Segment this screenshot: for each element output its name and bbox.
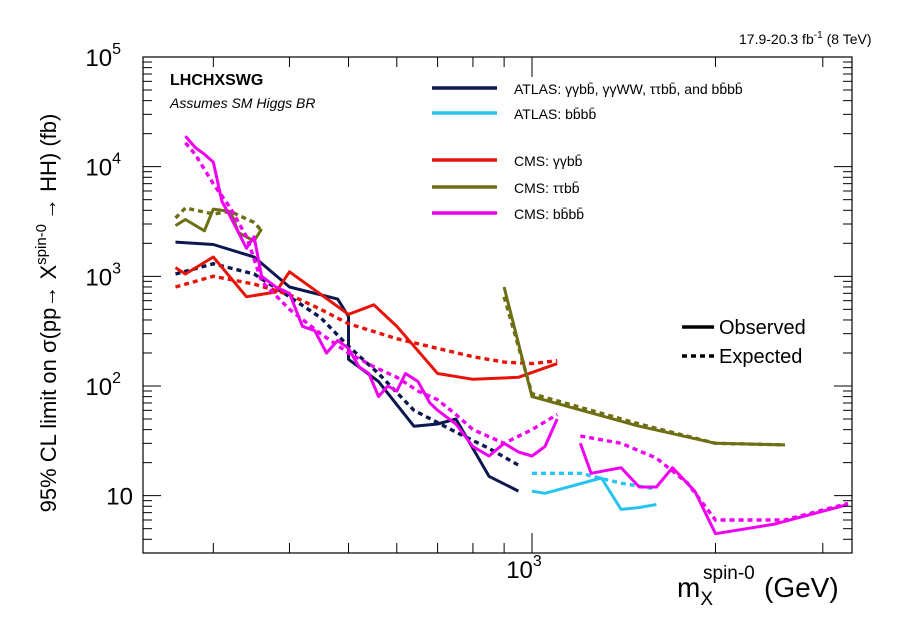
y-tick-label: 104 [85,151,121,182]
axis-ticks: 105 104 103 102 10 103 [85,41,852,584]
ylabel-sup: spin-0 [33,224,50,265]
series-layer [174,135,849,536]
y-tick-label: 103 [85,260,121,291]
y-axis-label: 95% CL limit on σ(pp→ Xspin-0 → HH) (fb) [33,114,61,513]
chart-subtitle: Assumes SM Higgs BR [169,95,315,111]
series-observed-line [531,476,657,511]
series-expected-line [184,141,559,446]
svg-text:95% CL limit on σ(pp→ Xspin-0→: 95% CL limit on σ(pp→ Xspin-0 → HH) (fb) [33,114,61,513]
y-tick-label: 10 [106,484,133,511]
series-expected-line [174,206,263,232]
xlabel-sup: spin-0 [703,563,755,584]
series-observed-line [174,255,558,381]
legend-label: ATLAS: γγbb̄, γγWW, ττbb̄, and bb̄bb̄ [514,81,743,97]
style-legend-label: Observed [719,317,806,339]
x-tick-label: 103 [506,553,542,584]
series-observed-line [184,135,559,458]
lumi-energy: (8 TeV) [827,31,872,47]
svg-text:mX: mX [677,572,713,610]
legend-label: CMS: bb̄bb̄ [514,206,584,222]
legend-label: CMS: ττbb̄ [514,180,580,196]
svg-text:17.9-20.3 fb-1(8 TeV): 17.9-20.3 fb-1 (8 TeV) [739,30,872,47]
xlabel-unit: (GeV) [764,572,839,603]
lumi-sup: -1 [814,30,823,41]
series-observed-line [175,240,520,493]
x-axis-label: mX spin-0 (GeV) [677,563,839,610]
line-style-legend: Observed Expected [682,317,806,368]
xlabel-sub: X [700,589,713,610]
ylabel-main: 95% CL limit on σ(pp→ X [36,265,61,513]
series-expected-line [175,274,558,366]
plot-border [142,56,853,554]
plot-frame [142,56,853,554]
lumi-text: 17.9-20.3 fb [739,31,814,47]
legend-label: ATLAS: bb̄bb̄ [514,106,596,122]
style-legend-label: Expected [719,346,802,368]
chart-title: LHCHXSWG [170,72,263,89]
legend: ATLAS: γγbb̄, γγWW, ττbb̄, and bb̄bb̄ ATL… [432,81,743,222]
series-expected-line [175,262,520,467]
ylabel-tail: → HH) (fb) [36,114,61,220]
series-observed-line [578,442,849,536]
luminosity-label: 17.9-20.3 fb-1 (8 TeV) [739,30,872,47]
xlabel-main: m [677,572,700,603]
legend-label: CMS: γγbb̄ [514,153,583,169]
y-tick-label: 105 [85,41,121,72]
y-tick-label: 102 [85,370,121,401]
series-observed-line [502,286,785,447]
